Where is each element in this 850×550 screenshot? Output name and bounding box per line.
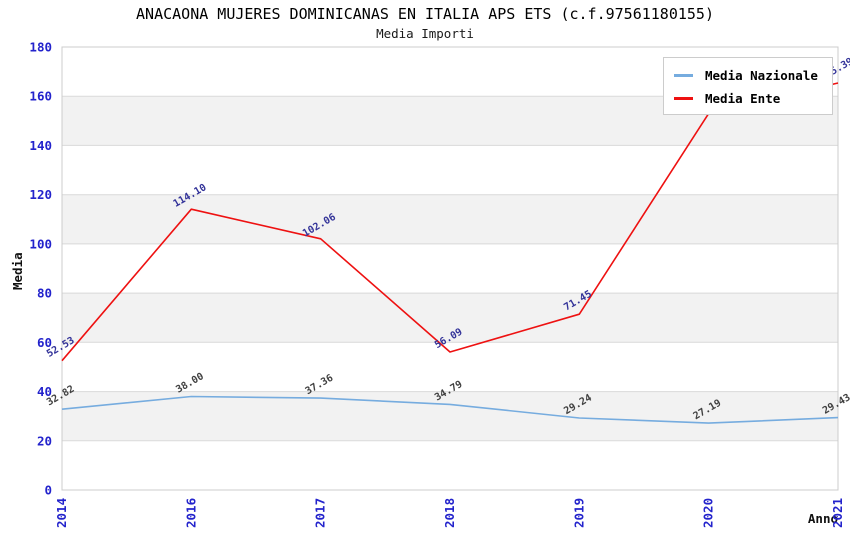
x-tick-label: 2016 [183, 498, 198, 528]
x-tick-label: 2017 [313, 498, 328, 528]
plot-band [62, 293, 838, 343]
x-tick-label: 2019 [571, 498, 586, 528]
x-axis-title: Anno [808, 511, 838, 526]
x-tick-label: 2021 [830, 498, 845, 528]
y-tick-label: 140 [29, 138, 52, 153]
legend-swatch-media-nazionale-line-icon [674, 73, 693, 77]
y-tick-label: 40 [37, 384, 52, 399]
x-tick-label: 2020 [701, 498, 716, 528]
legend-label-media-ente: Media Ente [705, 90, 781, 106]
y-tick-label: 80 [37, 286, 52, 301]
y-tick-label: 120 [29, 187, 52, 202]
plot-band [62, 194, 838, 244]
y-axis-title: Media [10, 252, 25, 290]
plot-band [62, 391, 838, 441]
chart-title: ANACAONA MUJERES DOMINICANAS EN ITALIA A… [136, 5, 714, 23]
y-tick-label: 160 [29, 89, 52, 104]
legend-item-media-ente: Media Ente [674, 88, 822, 108]
chart-subtitle: Media Importi [376, 26, 474, 41]
x-tick-label: 2014 [54, 498, 69, 528]
legend-label-media-nazionale: Media Nazionale [705, 67, 818, 83]
y-tick-label: 100 [29, 236, 52, 251]
y-tick-label: 60 [37, 335, 52, 350]
plot-frame [61, 46, 839, 491]
legend-swatch-media-ente-line-icon [674, 96, 693, 100]
legend: Media Nazionale Media Ente [663, 57, 833, 115]
y-tick-label: 180 [29, 40, 52, 55]
series-line-media-nazionale [61, 395, 839, 424]
legend-item-media-nazionale: Media Nazionale [674, 65, 822, 85]
x-tick-label: 2018 [442, 498, 457, 528]
y-tick-label: 20 [37, 433, 52, 448]
y-tick-label: 0 [44, 483, 52, 498]
